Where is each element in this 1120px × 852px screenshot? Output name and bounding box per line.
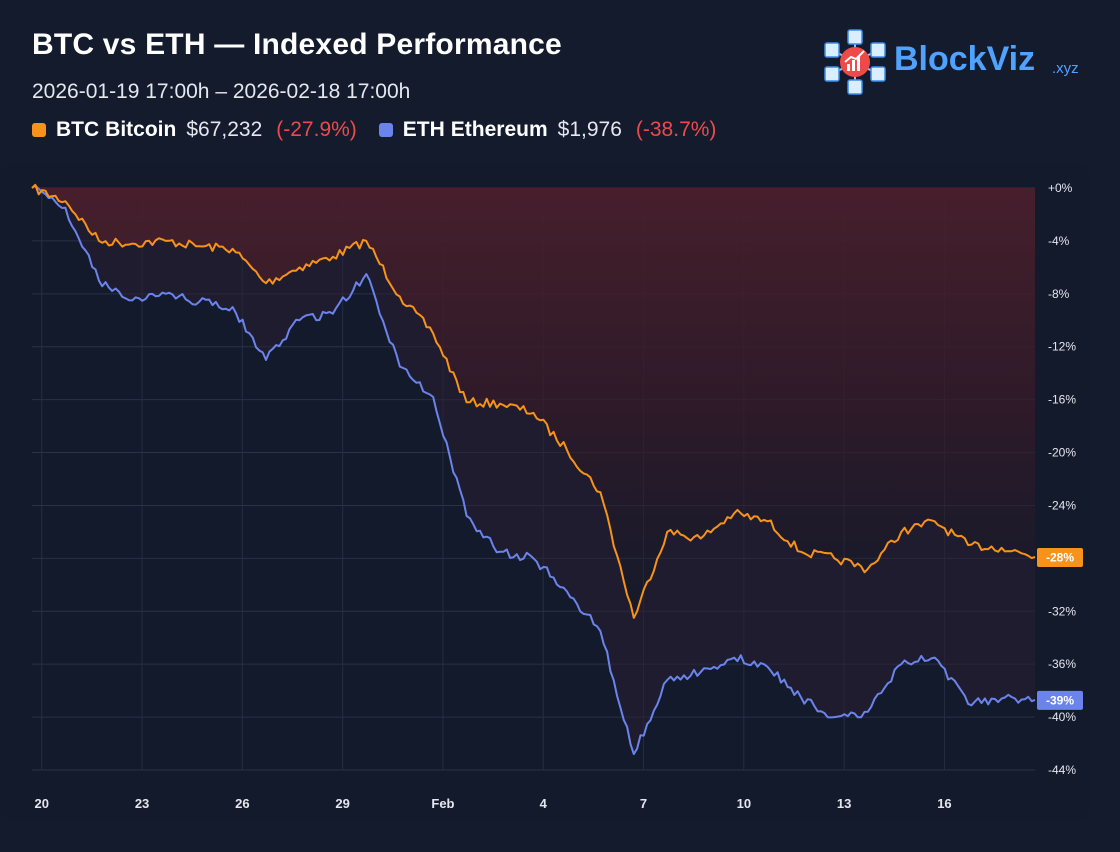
legend-item-btc[interactable]: BTC Bitcoin $67,232 (-27.9%) bbox=[32, 118, 357, 142]
legend-symbol: BTC bbox=[56, 118, 100, 141]
legend-item-eth[interactable]: ETH Ethereum $1,976 (-38.7%) bbox=[378, 118, 717, 142]
legend-price: $1,976 bbox=[557, 118, 622, 141]
series-line-btc[interactable] bbox=[31, 183, 1036, 619]
x-tick-label: 29 bbox=[335, 796, 349, 811]
x-tick-label: 10 bbox=[737, 796, 751, 811]
series-line-eth[interactable] bbox=[31, 184, 1036, 756]
btc-swatch bbox=[32, 123, 46, 137]
x-tick-label: 23 bbox=[135, 796, 149, 811]
brand-name: BlockViz bbox=[894, 40, 1036, 78]
blockchain-network-icon bbox=[824, 29, 886, 95]
y-tick-label: -40% bbox=[1048, 710, 1076, 724]
series-lines bbox=[31, 183, 1036, 756]
end-label-eth: -39% bbox=[1037, 690, 1083, 710]
end-labels: -28% -39% bbox=[1037, 548, 1083, 710]
legend-name: Ethereum bbox=[450, 118, 548, 141]
legend: BTC Bitcoin $67,232 (-27.9%) ETH Ethereu… bbox=[32, 118, 738, 142]
area-fills bbox=[32, 184, 1035, 755]
end-label-bg bbox=[1037, 548, 1083, 568]
x-tick-label: 13 bbox=[837, 796, 851, 811]
legend-name: Bitcoin bbox=[105, 118, 177, 141]
y-tick-label: -44% bbox=[1048, 763, 1076, 777]
brand-logo[interactable]: BlockViz .xyz bbox=[820, 26, 1090, 98]
performance-chart: +0% -4% -8% -12% -16% -20% -24% -28% -32% -36% -40… bbox=[31, 181, 1083, 811]
date-range: 2026-01-19 17:00h – 2026-02-18 17:00h bbox=[32, 80, 411, 103]
y-tick-label: -24% bbox=[1048, 498, 1076, 512]
legend-change: (-38.7%) bbox=[635, 118, 717, 141]
x-tick-label: 20 bbox=[35, 796, 49, 811]
y-tick-label: -16% bbox=[1048, 393, 1076, 407]
chart-panel: +0% -4% -8% -12% -16% -20% -24% -28% -32% -36% -40… bbox=[0, 162, 1090, 822]
legend-change: (-27.9%) bbox=[276, 118, 357, 141]
x-tick-label: 26 bbox=[235, 796, 249, 811]
x-tick-label: 16 bbox=[937, 796, 951, 811]
x-axis: 20 23 26 29 Feb 4 7 10 13 16 bbox=[35, 796, 952, 811]
brand-tld: .xyz bbox=[1052, 60, 1079, 77]
legend-price: $67,232 bbox=[186, 118, 263, 141]
x-tick-label: Feb bbox=[431, 796, 454, 811]
chart-title: BTC vs ETH — Indexed Performance bbox=[32, 28, 562, 61]
y-axis: +0% -4% -8% -12% -16% -20% -24% -28% -32% -36% -40… bbox=[1048, 181, 1076, 777]
x-tick-label: 7 bbox=[640, 796, 647, 811]
y-tick-label: -20% bbox=[1048, 446, 1076, 460]
y-tick-label: -36% bbox=[1048, 657, 1076, 671]
y-tick-label: -8% bbox=[1048, 287, 1070, 301]
btc-area-fill bbox=[32, 184, 1035, 618]
y-tick-label: -12% bbox=[1048, 340, 1076, 354]
end-label-bg bbox=[1037, 690, 1083, 710]
legend-symbol: ETH bbox=[402, 118, 445, 141]
y-tick-label: +0% bbox=[1048, 181, 1073, 195]
eth-swatch bbox=[378, 123, 393, 137]
between-area-fill bbox=[32, 184, 1035, 755]
x-tick-label: 4 bbox=[540, 796, 548, 811]
end-label-btc: -28% bbox=[1037, 548, 1083, 568]
y-tick-label: -32% bbox=[1048, 604, 1076, 618]
y-tick-label: -4% bbox=[1048, 234, 1070, 248]
end-label-text: -39% bbox=[1046, 693, 1074, 707]
end-label-text: -28% bbox=[1046, 551, 1074, 565]
